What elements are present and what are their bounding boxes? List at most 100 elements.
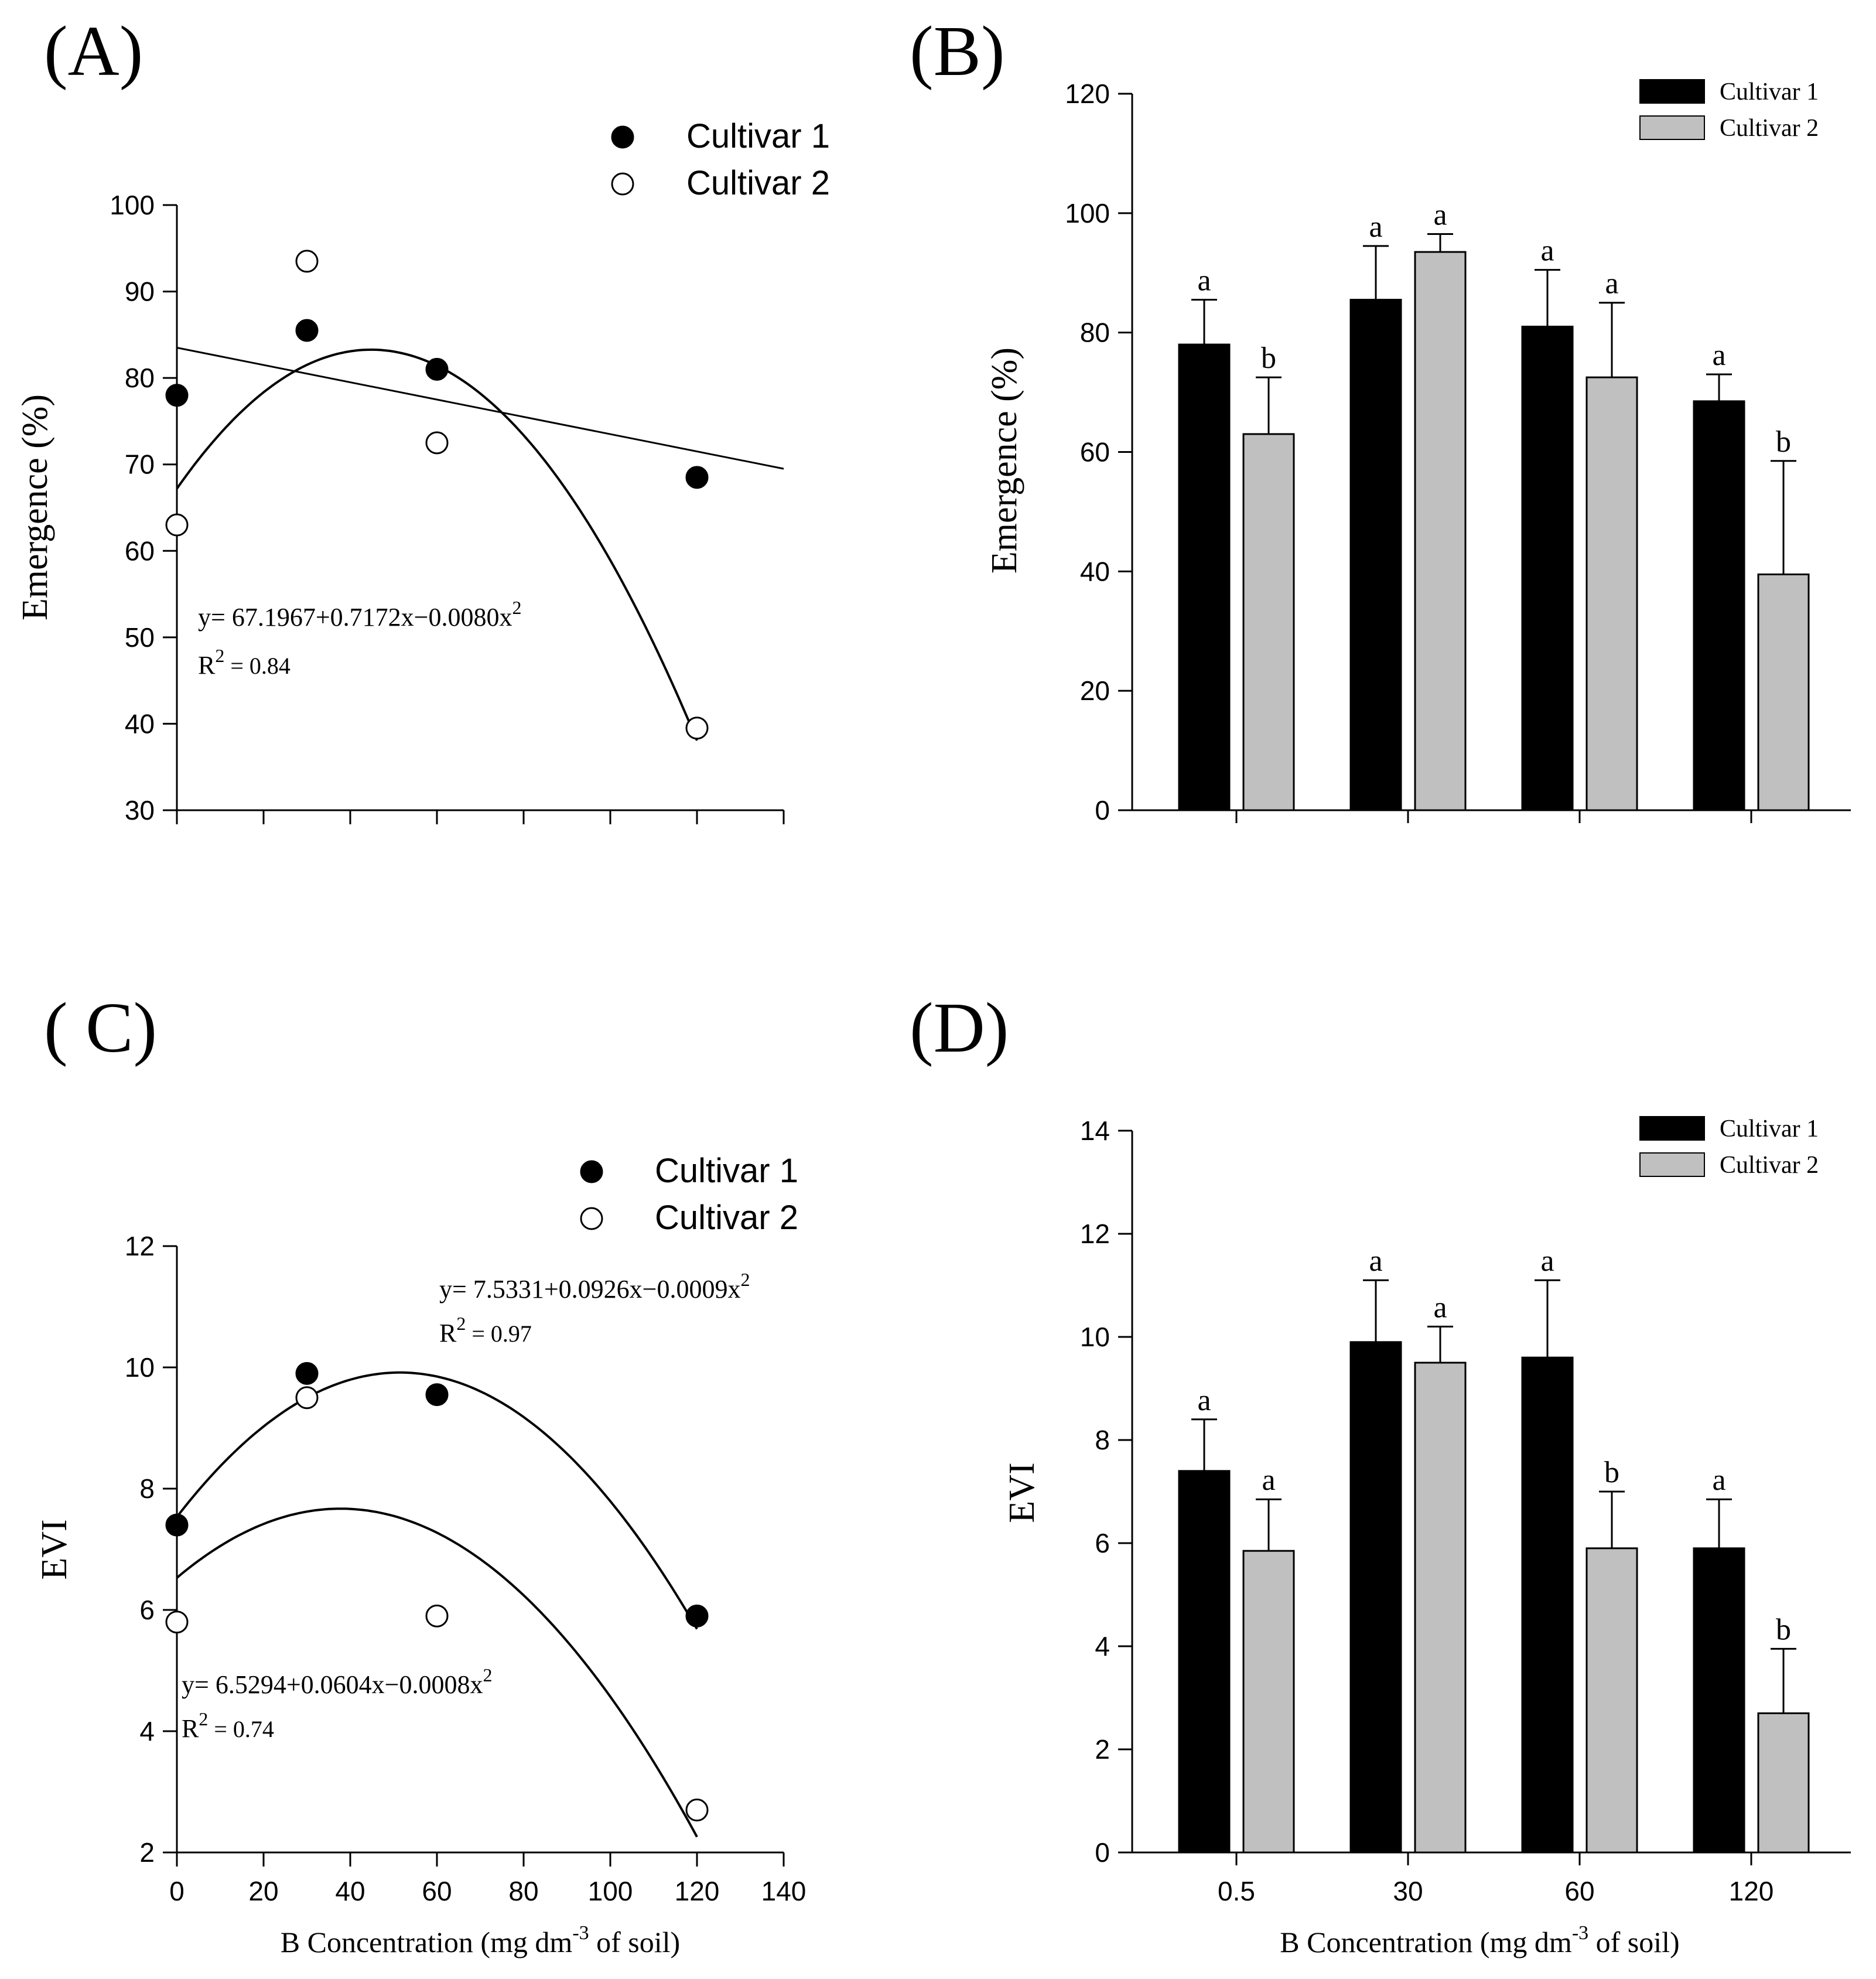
legend-swatch-cultivar-1 — [1639, 79, 1705, 104]
y-tick-label: 90 — [125, 277, 155, 307]
data-point-cultivar-1 — [295, 319, 319, 342]
y-tick-label: 30 — [125, 795, 155, 825]
legend-marker-filled — [580, 1160, 603, 1183]
r-squared-value: = 0.97 — [466, 1321, 532, 1347]
r-squared: R2 = 0.74 — [182, 1708, 274, 1743]
panel-label: (D) — [910, 988, 1009, 1067]
y-tick-label: 20 — [1080, 675, 1110, 706]
bar-cultivar-2 — [1414, 1362, 1467, 1854]
legend-label: Cultivar 2 — [1720, 115, 1819, 142]
legend-label: Cultivar 1 — [1720, 79, 1819, 105]
y-tick-label: 80 — [125, 363, 155, 393]
bar-cultivar-2 — [1585, 376, 1638, 811]
data-point-cultivar-2 — [685, 716, 709, 740]
data-point-cultivar-1 — [295, 1362, 319, 1385]
data-point-cultivar-1 — [685, 1604, 709, 1627]
x-axis-label-text: B Concentration (mg dm — [1280, 1926, 1572, 1958]
y-tick-label: 4 — [139, 1716, 155, 1746]
y-tick-label: 10 — [125, 1352, 155, 1383]
data-point-cultivar-2 — [165, 1611, 189, 1634]
y-tick-label: 0 — [1095, 795, 1110, 825]
x-axis-label: B Concentration (mg dm-3 of soil) — [281, 1922, 680, 1958]
y-axis-label: EVI — [1002, 1462, 1042, 1523]
bar-cultivar-2 — [1242, 1550, 1295, 1854]
r-squared-prefix: R — [439, 1319, 457, 1347]
bar-cultivar-2 — [1414, 251, 1467, 811]
legend-swatch-cultivar-1 — [1639, 1116, 1705, 1141]
y-tick-label: 4 — [1095, 1631, 1110, 1661]
bar-cultivar-1 — [1521, 325, 1574, 811]
x-tick-label: 40 — [335, 1876, 365, 1906]
significance-letter: a — [1540, 1244, 1554, 1278]
legend-marker-filled — [611, 125, 634, 149]
significance-letter: a — [1712, 339, 1725, 372]
y-tick-label: 8 — [139, 1473, 155, 1504]
x-axis-label: B Concentration (mg dm-3 of soil) — [1280, 1922, 1679, 1958]
data-point-cultivar-1 — [425, 1383, 449, 1407]
bar-cultivar-2 — [1757, 1712, 1810, 1854]
bar-cultivar-2 — [1242, 433, 1295, 811]
y-axis-label: Emergence (%) — [985, 347, 1024, 574]
bar-cultivar-2 — [1757, 573, 1810, 811]
panel-label: (B) — [910, 12, 1005, 91]
data-point-cultivar-1 — [165, 384, 189, 407]
x-tick-label: 80 — [508, 1876, 538, 1906]
fit-equation-sup: 2 — [483, 1664, 492, 1685]
significance-letter: b — [1776, 425, 1791, 459]
quadratic-fit-curve — [176, 1507, 698, 1838]
r-squared: R2 = 0.84 — [198, 645, 291, 680]
significance-letter: a — [1369, 1244, 1382, 1278]
y-axis-label: EVI — [35, 1519, 74, 1579]
x-tick-label: 60 — [422, 1876, 452, 1906]
data-point-cultivar-2 — [685, 1799, 709, 1822]
panel-label: ( C) — [44, 988, 157, 1067]
bar-cultivar-1 — [1178, 1470, 1231, 1854]
significance-letter: a — [1197, 264, 1211, 298]
y-tick-label: 8 — [1095, 1425, 1110, 1455]
bar-cultivar-1 — [1178, 343, 1231, 811]
bar-cultivar-1 — [1349, 1341, 1402, 1854]
significance-letter: b — [1776, 1613, 1791, 1646]
panel-label: (A) — [44, 12, 143, 91]
bar-cultivar-1 — [1693, 400, 1745, 811]
legend-label: Cultivar 1 — [655, 1152, 798, 1190]
y-tick-label: 2 — [139, 1837, 155, 1868]
r-squared: R2 = 0.97 — [439, 1313, 532, 1347]
r-squared-value: = 0.74 — [208, 1716, 274, 1742]
fit-equation-text: y= 67.1967+0.7172x−0.0080x — [198, 603, 512, 632]
data-point-cultivar-2 — [295, 250, 319, 273]
y-axis-label: Emergence (%) — [15, 394, 55, 620]
y-tick-label: 40 — [1080, 556, 1110, 586]
fit-equation-sup: 2 — [512, 597, 521, 618]
r-squared-prefix: R — [182, 1714, 199, 1743]
y-tick-label: 60 — [125, 535, 155, 566]
bar-cultivar-2 — [1585, 1547, 1638, 1854]
significance-letter: a — [1540, 234, 1554, 268]
significance-letter: a — [1712, 1463, 1725, 1497]
y-tick-label: 60 — [1080, 437, 1110, 468]
x-tick-label: 30 — [1393, 1876, 1423, 1906]
y-tick-label: 0 — [1095, 1837, 1110, 1868]
x-axis-label-sup: -3 — [1572, 1922, 1588, 1944]
x-tick-label: 140 — [761, 1876, 807, 1906]
data-point-cultivar-2 — [165, 513, 189, 537]
quadratic-fit-curve — [176, 348, 698, 741]
bar-cultivar-1 — [1349, 299, 1402, 811]
legend-marker-open — [611, 172, 634, 196]
fit-equation-text: y= 6.5294+0.0604x−0.0008x — [182, 1670, 483, 1699]
r-squared-sup: 2 — [456, 1313, 466, 1334]
x-axis-label-suffix: of soil) — [1588, 1926, 1680, 1958]
fit-equation-sup: 2 — [740, 1269, 750, 1290]
fit-equation-text: y= 7.5331+0.0926x−0.0009x — [439, 1275, 740, 1304]
legend-label: Cultivar 2 — [1720, 1152, 1819, 1179]
y-tick-label: 40 — [125, 708, 155, 739]
y-tick-label: 70 — [125, 449, 155, 480]
y-tick-label: 120 — [1065, 79, 1110, 109]
x-tick-label: 0 — [169, 1876, 184, 1906]
legend-label: Cultivar 1 — [1720, 1115, 1819, 1142]
data-point-cultivar-2 — [425, 1604, 449, 1627]
bar-cultivar-1 — [1521, 1356, 1574, 1854]
significance-letter: a — [1369, 210, 1382, 244]
significance-letter: a — [1605, 267, 1618, 301]
